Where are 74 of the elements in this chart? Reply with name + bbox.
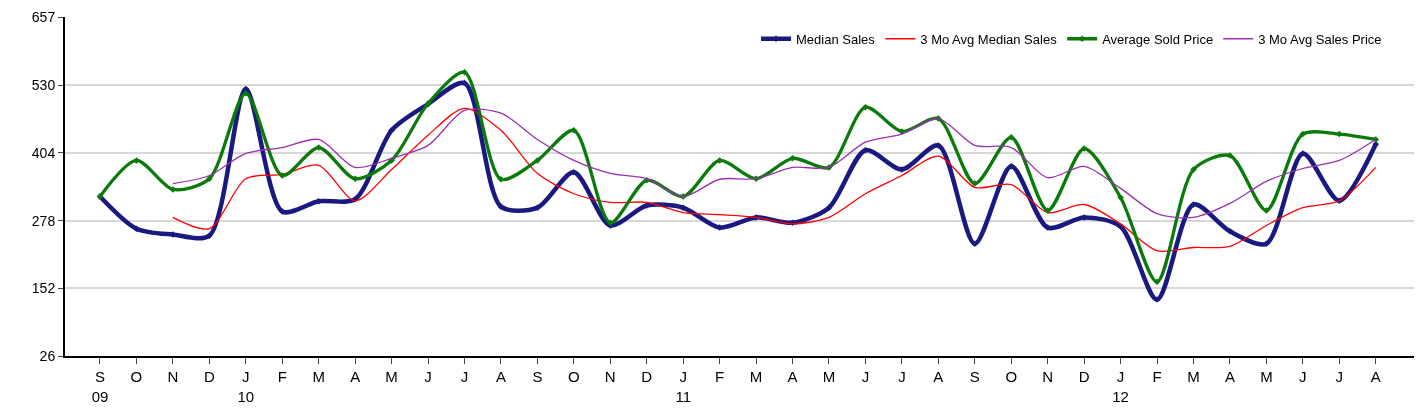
x-tick-label: M (1260, 368, 1273, 385)
x-tick-label: J (861, 368, 870, 385)
x-tick-label: J 11 (675, 368, 691, 405)
point (1007, 134, 1015, 141)
legend-label: 3 Mo Avg Sales Price (1258, 31, 1382, 47)
x-tick-label: A (1224, 368, 1235, 385)
x-tick-label: D (203, 368, 215, 385)
x-tick-label: N (604, 368, 616, 385)
x-tick-label: M (822, 368, 836, 385)
x-tick-label: J 10 (237, 368, 255, 405)
point (206, 232, 213, 239)
x-tick-label: M (385, 368, 398, 385)
point (971, 180, 979, 187)
line-series (172, 107, 1377, 253)
point (1190, 166, 1197, 173)
x-tick-label: O (130, 368, 143, 385)
x-tick-label: N (167, 368, 179, 385)
y-tick-label: 404 (31, 144, 56, 161)
point (206, 175, 213, 182)
x-tick-label: A (933, 368, 944, 385)
point (242, 90, 250, 97)
point (789, 155, 796, 162)
x-tick-label: J (460, 368, 469, 385)
y-tick-label: 26 (39, 347, 56, 364)
point (1153, 278, 1161, 286)
point (1044, 207, 1051, 214)
x-tick-label: O (568, 368, 580, 385)
point (971, 240, 979, 247)
y-tick-label: 657 (31, 8, 56, 25)
y-tick-label: 152 (31, 280, 56, 297)
point (1117, 194, 1124, 201)
point (1263, 240, 1270, 247)
point (133, 225, 140, 232)
x-tick-label: F (1152, 368, 1162, 385)
legend-label: Average Sold Price (1102, 31, 1214, 47)
x-tick-label: A (787, 368, 798, 385)
x-tick-label: M (749, 368, 763, 385)
point (1263, 207, 1270, 214)
x-tick-label: J (898, 368, 906, 385)
point (1336, 130, 1343, 138)
x-tick-label: A (350, 368, 361, 385)
x-tick-label: S (532, 368, 543, 385)
y-tick-label: 278 (31, 212, 56, 229)
point (862, 104, 869, 111)
x-tick-label: J 12 (1112, 368, 1129, 405)
point (534, 157, 541, 164)
x-tick-label: A (1370, 368, 1381, 385)
x-tick-label: N (1042, 368, 1054, 385)
x-tick-label: M (1187, 368, 1200, 385)
point (315, 144, 322, 151)
x-tick-label: O (1005, 368, 1018, 385)
y-tick-label: 530 (31, 77, 56, 94)
point (461, 69, 468, 76)
legend-label: 3 Mo Avg Median Sales (920, 31, 1058, 47)
x-tick-label: D (1078, 368, 1090, 385)
point (1044, 224, 1051, 231)
point (935, 142, 942, 149)
point (1299, 130, 1307, 138)
x-tick-label: F (715, 368, 725, 385)
x-tick-label: J (1335, 368, 1344, 385)
point (716, 157, 723, 164)
point (1372, 141, 1379, 148)
legend-label: Median Sales (796, 31, 876, 47)
point (388, 127, 395, 134)
x-tick-label: D (641, 368, 653, 385)
x-tick-label: M (312, 368, 325, 385)
line-series (172, 108, 1377, 219)
x-tick-label: J (1299, 368, 1307, 385)
x-tick-label: S 09 (91, 368, 109, 405)
x-tick-label: S (969, 368, 980, 385)
x-tick-label: A (495, 368, 506, 385)
x-tick-label: F (277, 368, 287, 385)
x-tick-label: J (424, 368, 432, 385)
point (351, 175, 359, 182)
